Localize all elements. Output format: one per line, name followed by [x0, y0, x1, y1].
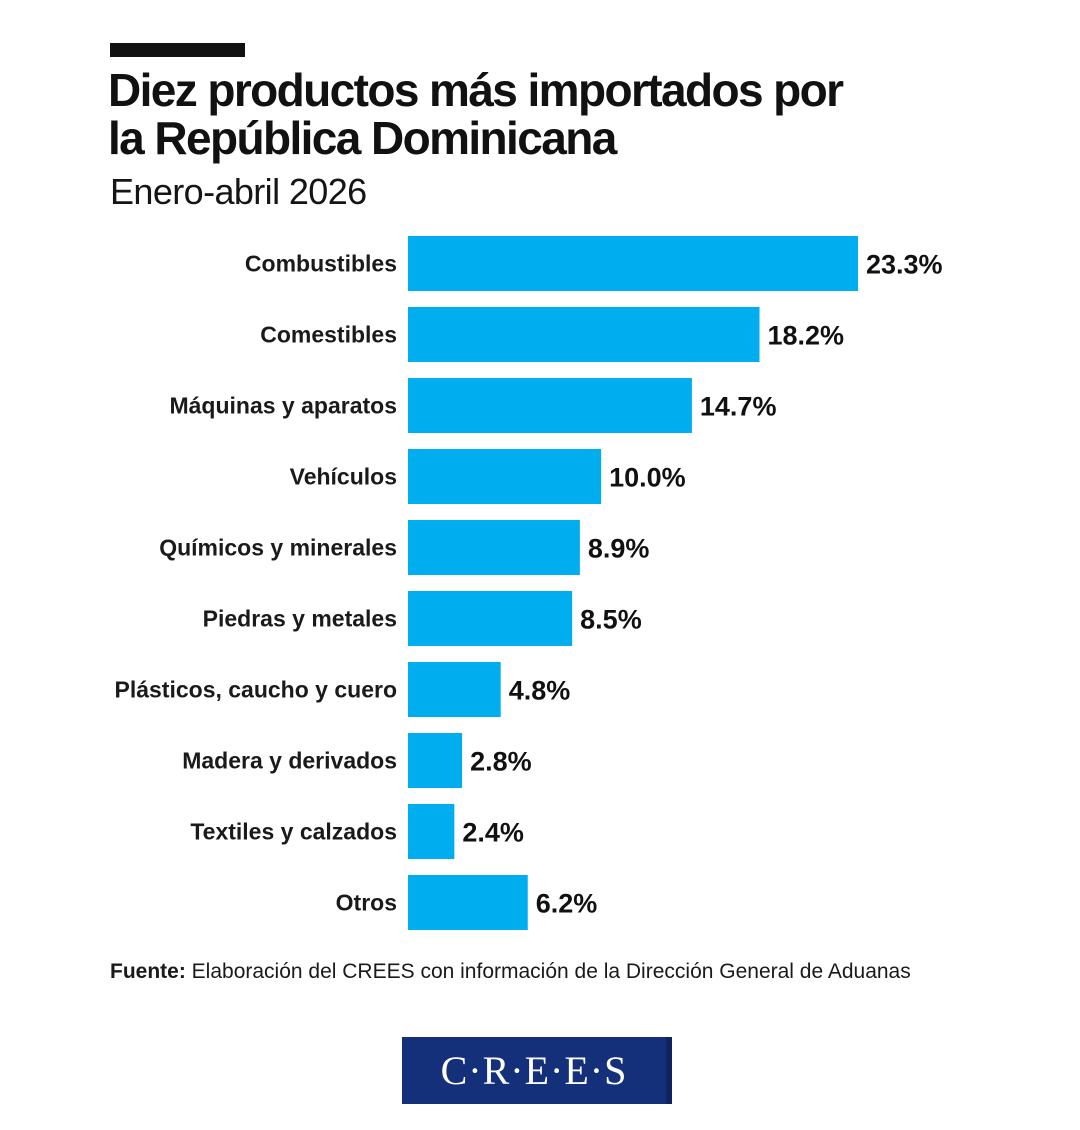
bar-2 — [408, 378, 692, 433]
crees-logo-text: C·R·E·E·S — [440, 1048, 628, 1093]
value-label: 18.2% — [768, 321, 845, 351]
category-label: Otros — [336, 890, 397, 916]
category-label: Vehículos — [290, 464, 397, 490]
category-label: Comestibles — [260, 322, 397, 348]
value-label: 23.3% — [866, 250, 943, 280]
chart-title-line-1: Diez productos más importados por — [108, 64, 844, 116]
category-label: Combustibles — [245, 251, 397, 277]
value-label: 2.8% — [470, 747, 532, 777]
value-label: 8.9% — [588, 534, 650, 564]
category-label: Plásticos, caucho y cuero — [114, 677, 397, 703]
value-label: 2.4% — [462, 818, 524, 848]
value-label: 8.5% — [580, 605, 642, 635]
bar-4 — [408, 520, 580, 575]
category-label: Textiles y calzados — [190, 819, 397, 845]
bar-3 — [408, 449, 602, 504]
value-label: 6.2% — [536, 889, 598, 919]
bar-5 — [408, 591, 573, 646]
title-accent-rule — [110, 43, 245, 57]
chart-subtitle: Enero-abril 2026 — [110, 171, 367, 212]
source-label: Fuente: — [110, 960, 186, 983]
category-label: Máquinas y aparatos — [169, 393, 397, 419]
crees-logo: C·R·E·E·S — [402, 1037, 672, 1104]
bars-group: Combustibles 23.3% Comestibles 18.2% Máquina… — [114, 236, 943, 930]
category-label: Madera y derivados — [182, 748, 397, 774]
bar-1 — [408, 307, 760, 362]
value-label: 14.7% — [700, 392, 777, 422]
value-label: 10.0% — [609, 463, 686, 493]
bar-7 — [408, 733, 463, 788]
bar-6 — [408, 662, 501, 717]
chart-title: Diez productos más importados por la Rep… — [108, 66, 988, 162]
source-text: Elaboración del CREES con información de… — [185, 960, 911, 983]
category-label: Químicos y minerales — [159, 535, 397, 561]
source-note: Fuente: Elaboración del CREES con inform… — [110, 960, 911, 984]
bar-9 — [408, 875, 528, 930]
category-label: Piedras y metales — [203, 606, 397, 632]
chart-title-line-2: la República Dominicana — [108, 112, 617, 164]
bar-0 — [408, 236, 858, 291]
bar-8 — [408, 804, 455, 859]
value-label: 4.8% — [509, 676, 571, 706]
